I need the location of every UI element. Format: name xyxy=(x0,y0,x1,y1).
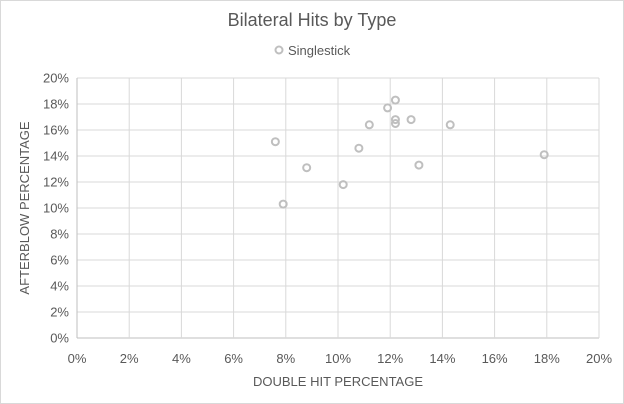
data-point xyxy=(390,115,400,125)
y-tick-label: 20% xyxy=(43,71,69,86)
y-tick-label: 10% xyxy=(43,201,69,216)
data-point xyxy=(539,150,549,160)
data-point xyxy=(414,160,424,170)
x-tick-label: 0% xyxy=(68,351,87,366)
x-tick-label: 12% xyxy=(377,351,403,366)
y-tick-label: 12% xyxy=(43,175,69,190)
data-point xyxy=(278,199,288,209)
legend-marker xyxy=(274,45,284,55)
data-point xyxy=(338,180,348,190)
data-point xyxy=(406,115,416,125)
y-tick-label: 0% xyxy=(50,331,69,346)
y-tick-label: 18% xyxy=(43,97,69,112)
x-tick-label: 20% xyxy=(586,351,612,366)
x-tick-label: 6% xyxy=(224,351,243,366)
data-point xyxy=(354,143,364,153)
y-tick-label: 6% xyxy=(50,253,69,268)
data-point xyxy=(270,137,280,147)
y-tick-label: 4% xyxy=(50,279,69,294)
x-tick-label: 8% xyxy=(276,351,295,366)
data-point xyxy=(390,119,400,128)
data-point xyxy=(390,95,400,105)
data-point xyxy=(364,120,374,130)
data-point xyxy=(383,103,393,113)
x-tick-label: 18% xyxy=(534,351,560,366)
x-tick-label: 14% xyxy=(429,351,455,366)
x-tick-label: 2% xyxy=(120,351,139,366)
x-axis-label: DOUBLE HIT PERCENTAGE xyxy=(253,374,423,389)
data-point xyxy=(445,120,455,130)
x-tick-label: 4% xyxy=(172,351,191,366)
y-tick-label: 16% xyxy=(43,123,69,138)
y-axis-label: AFTERBLOW PERCENTAGE xyxy=(17,121,32,294)
y-tick-label: 2% xyxy=(50,305,69,320)
chart-title: Bilateral Hits by Type xyxy=(228,10,397,30)
x-axis-ticks: 0% 2% 4% 6% 8% 10% 12% 14% 16% 18% 20% xyxy=(68,351,613,366)
data-points xyxy=(270,95,549,209)
x-tick-label: 16% xyxy=(482,351,508,366)
gridlines xyxy=(76,77,600,339)
legend: Singlestick xyxy=(274,43,351,58)
legend-label-singlestick: Singlestick xyxy=(288,43,351,58)
y-tick-label: 14% xyxy=(43,149,69,164)
x-tick-label: 10% xyxy=(325,351,351,366)
y-tick-label: 8% xyxy=(50,227,69,242)
y-axis-ticks: 0% 2% 4% 6% 8% 10% 12% 14% 16% 18% 20% xyxy=(43,71,69,346)
data-point xyxy=(302,163,312,173)
